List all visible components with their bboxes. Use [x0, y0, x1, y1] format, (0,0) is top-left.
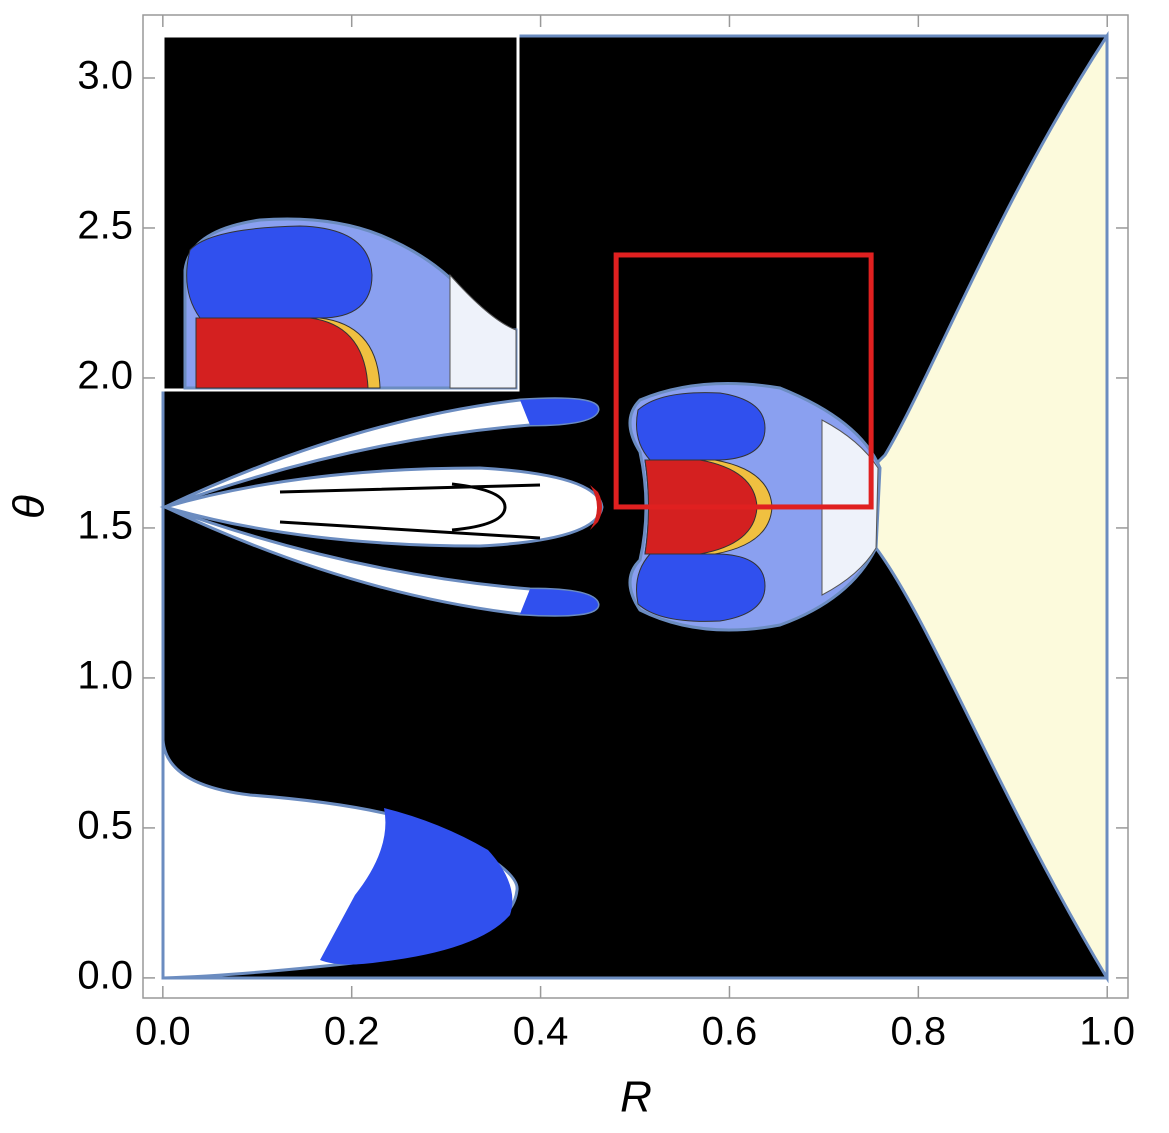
inset-red: [195, 317, 369, 389]
y-tick-label: 0.5: [77, 803, 133, 847]
blue-blob: [636, 392, 766, 461]
inset-blue: [186, 225, 373, 319]
blue-blob: [636, 553, 766, 622]
x-tick-label: 0.0: [135, 1010, 191, 1054]
y-tick-label: 2.0: [77, 354, 133, 398]
y-tick-label: 3.0: [77, 54, 133, 98]
x-tick-label: 0.8: [891, 1010, 947, 1054]
frame: [142, 14, 1129, 999]
y-tick-label: 0.0: [77, 953, 133, 997]
highlight-box: [613, 252, 874, 510]
blue-lobe: [320, 808, 513, 965]
y-tick-label: 1.5: [77, 504, 133, 548]
x-tick-label: 1.0: [1079, 1010, 1135, 1054]
regions: [159, 30, 1109, 984]
blue-tip: [520, 589, 599, 616]
x-axis-label: R: [620, 1073, 652, 1122]
x-tick-label: 0.4: [513, 1010, 569, 1054]
red-tip: [590, 485, 602, 530]
y-tick-label: 1.0: [77, 653, 133, 697]
contour: [279, 482, 541, 540]
y-axis-label: θ: [5, 495, 54, 519]
blue-tip: [520, 398, 599, 425]
inset-white-band: [449, 273, 517, 389]
y-tick-label: 2.5: [77, 204, 133, 248]
x-tick-label: 0.6: [702, 1010, 758, 1054]
x-tick-label: 0.2: [324, 1010, 380, 1054]
